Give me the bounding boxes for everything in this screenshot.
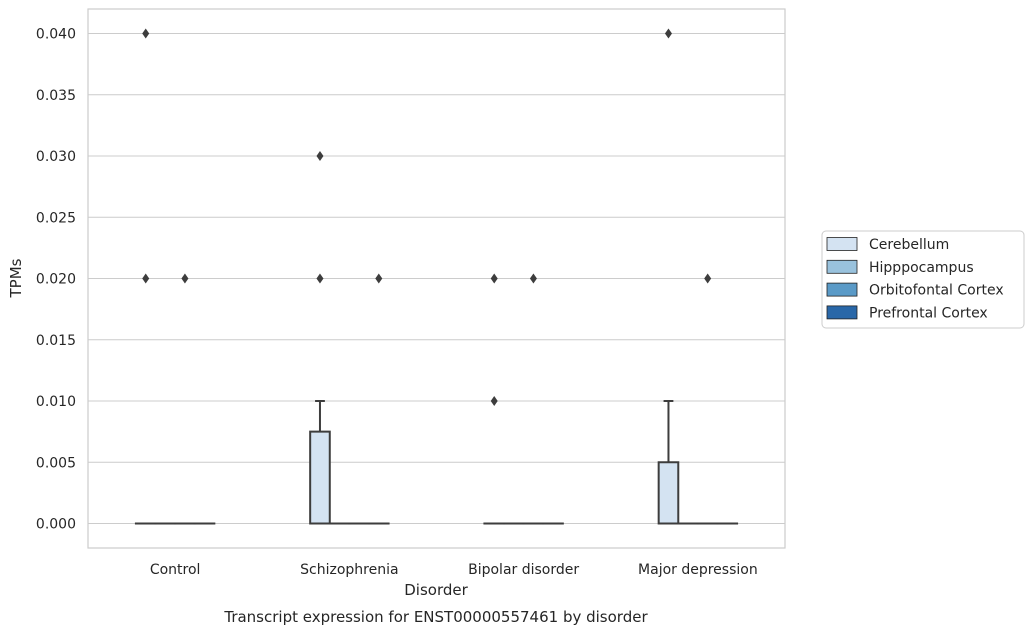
x-tick-label: Control: [150, 562, 201, 578]
legend-swatch: [826, 259, 858, 274]
x-tick-label: Schizophrenia: [300, 562, 398, 578]
legend-swatch: [826, 305, 858, 320]
outlier-point: [529, 273, 537, 284]
legend-items: Cerebellum Hipppocampus Orbitofontal Corte…: [826, 237, 1004, 321]
boxes: [134, 400, 739, 525]
y-tick-label: 0.015: [36, 333, 76, 349]
y-axis-label: TPMs: [7, 258, 25, 298]
legend-frame: [821, 230, 1025, 329]
y-axis-tick-labels: 0.000 0.005 0.010 0.015 0.020 0.025 0.030 0.035…: [36, 27, 76, 533]
outlier-point: [704, 273, 712, 284]
outlier-point: [316, 273, 324, 284]
outlier-point: [490, 273, 498, 284]
y-tick-label: 0.005: [36, 455, 76, 471]
x-axis-tick-labels: Control Schizophrenia Bipolar disorder Majo…: [150, 562, 758, 578]
box: [657, 461, 680, 525]
x-tick-label: Bipolar disorder: [468, 562, 579, 578]
box-group: [657, 400, 680, 525]
outlier-point: [490, 396, 498, 406]
legend-label: Prefrontal Cortex: [869, 305, 988, 321]
legend-swatch: [826, 282, 858, 297]
y-tick-label: 0.010: [36, 394, 76, 410]
legend-label: Orbitofontal Cortex: [869, 283, 1004, 299]
chart-caption: Transcript expression for ENST0000055746…: [223, 608, 648, 626]
plot-area-frame: [87, 8, 786, 549]
box: [309, 430, 331, 525]
y-tick-label: 0.030: [36, 149, 76, 165]
outlier-point: [181, 273, 189, 284]
y-tick-label: 0.020: [36, 272, 76, 288]
outlier-point: [316, 151, 324, 161]
outlier-point: [375, 273, 383, 284]
legend-label: Cerebellum: [869, 237, 949, 253]
legend: Cerebellum Hipppocampus Orbitofontal Corte…: [821, 230, 1025, 329]
gridlines: [88, 32, 785, 525]
legend-label: Hipppocampus: [869, 260, 974, 276]
outliers: [142, 28, 712, 406]
y-tick-label: 0.040: [36, 27, 76, 43]
outlier-point: [664, 28, 672, 39]
x-axis-label: Disorder: [404, 581, 468, 599]
outlier-point: [142, 273, 150, 284]
box-group: [309, 400, 331, 525]
y-tick-label: 0.000: [36, 517, 76, 533]
legend-swatch: [826, 237, 858, 251]
outlier-point: [142, 28, 150, 39]
y-tick-label: 0.035: [36, 88, 76, 104]
x-tick-label: Major depression: [638, 562, 758, 578]
y-tick-label: 0.025: [36, 210, 76, 226]
